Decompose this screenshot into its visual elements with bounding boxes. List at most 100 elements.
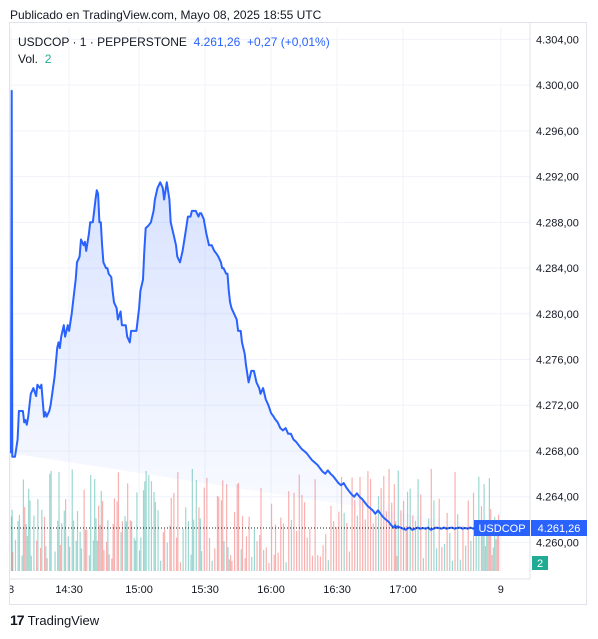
volume-bar [462, 526, 464, 571]
x-tick-label: 14:30 [55, 584, 83, 596]
legend-symbol[interactable]: USDCOP · 1 · PEPPERSTONE [18, 35, 187, 49]
footer-brand[interactable]: TradingView [27, 612, 100, 628]
volume-bar [199, 518, 201, 571]
y-tick-label: 4.304,00 [536, 34, 579, 46]
volume-bar [185, 507, 187, 571]
volume-bar [18, 514, 21, 571]
volume-bar [441, 546, 443, 571]
chart-frame[interactable]: 4.304,00 4.300,00 4.296,00 4.292,00 4.288,00… [9, 22, 587, 605]
volume-bar [198, 507, 200, 571]
tradingview-logo-icon[interactable]: 17 [10, 612, 25, 628]
y-tick-label: 4.272,00 [536, 400, 579, 412]
volume-bar [116, 501, 118, 571]
volume-bar [129, 520, 131, 571]
volume-bar [362, 498, 364, 571]
volume-bar [72, 520, 75, 571]
volume-bar [230, 555, 232, 571]
volume-bar [367, 471, 369, 571]
legend-vol-value: 2 [44, 52, 52, 66]
volume-bar [496, 524, 498, 571]
volume-bar [438, 498, 440, 571]
volume-bar [377, 496, 380, 571]
volume-bar [24, 507, 26, 571]
volume-bar [244, 558, 246, 571]
volume-bar [290, 520, 292, 571]
volume-bar [67, 536, 69, 571]
volume-bar [274, 524, 277, 571]
volume-bar [314, 479, 316, 571]
volume-bar [451, 560, 454, 571]
volume-bar [17, 520, 19, 571]
volume-bar [121, 521, 123, 571]
volume-bar [96, 540, 98, 571]
volume-bar [200, 551, 203, 571]
volume-bar [203, 487, 205, 571]
volume-bar [301, 494, 303, 571]
volume-bar [457, 514, 459, 571]
volume-bar [177, 472, 179, 571]
volume-bar [88, 555, 90, 571]
volume-bar [113, 498, 116, 571]
volume-bar [396, 555, 398, 571]
volume-bar [259, 534, 261, 571]
footer: 17 TradingView [10, 612, 99, 628]
volume-bar [251, 556, 253, 571]
volume-bar [58, 472, 60, 571]
volume-bar [325, 534, 327, 571]
volume-bar [10, 516, 13, 571]
volume-bar [30, 555, 32, 571]
price-area [11, 90, 497, 530]
price-line [10, 89, 498, 531]
y-tick-label: 4.296,00 [536, 126, 579, 138]
volume-bar [208, 537, 211, 571]
volume-bar [35, 540, 38, 571]
volume-bar [134, 540, 137, 571]
volume-bar [127, 483, 129, 571]
volume-bar [335, 527, 337, 571]
volume-bar [288, 491, 290, 571]
volume-bar [46, 558, 48, 571]
chart-legend: USDCOP · 1 · PEPPERSTONE 4.261,26 +0,27 … [18, 34, 330, 68]
price-tag-value-text: 4.261,26 [538, 523, 581, 535]
y-tick-label: 4.300,00 [536, 80, 579, 92]
volume-bar [157, 510, 159, 571]
y-tick-label: 4.264,00 [536, 492, 579, 504]
volume-bar [260, 487, 262, 571]
volume-bar [428, 518, 430, 571]
volume-bar [296, 530, 298, 571]
volume-bar [414, 520, 417, 571]
volume-bar [50, 470, 52, 571]
volume-bar [340, 476, 343, 571]
volume-bar [223, 541, 225, 571]
price-chart[interactable]: 4.304,00 4.300,00 4.296,00 4.292,00 4.288,00… [10, 23, 588, 606]
price-tag-symbol[interactable] [474, 520, 530, 537]
volume-bar [270, 503, 273, 571]
x-tick-label: 15:00 [125, 584, 153, 596]
volume-bar [103, 550, 105, 571]
volume-bar [148, 474, 150, 571]
volume-bar [131, 521, 133, 571]
volume-bar [76, 511, 79, 571]
volume-bar [241, 516, 244, 571]
volume-bar [25, 523, 27, 571]
volume-bar [245, 536, 248, 571]
price-tag-value[interactable] [531, 520, 587, 537]
volume-bar [472, 492, 475, 571]
volume-bar [21, 555, 23, 571]
volume-bar [333, 521, 335, 571]
legend-vol-label[interactable]: Vol. [18, 52, 39, 66]
volume-bar [354, 500, 356, 571]
y-tick-label: 4.284,00 [536, 263, 579, 275]
volume-bar [422, 558, 424, 571]
volume-bar [406, 491, 409, 571]
volume-bar [495, 539, 497, 571]
volume-bar [112, 523, 114, 571]
y-tick-label: 4.288,00 [536, 217, 579, 229]
volume-bar [195, 480, 197, 571]
volume-bar [412, 515, 414, 571]
volume-bar [125, 521, 127, 571]
volume-bar [306, 537, 308, 571]
volume-bar [41, 509, 43, 571]
volume-bar [443, 543, 446, 571]
volume-bar [233, 511, 236, 571]
